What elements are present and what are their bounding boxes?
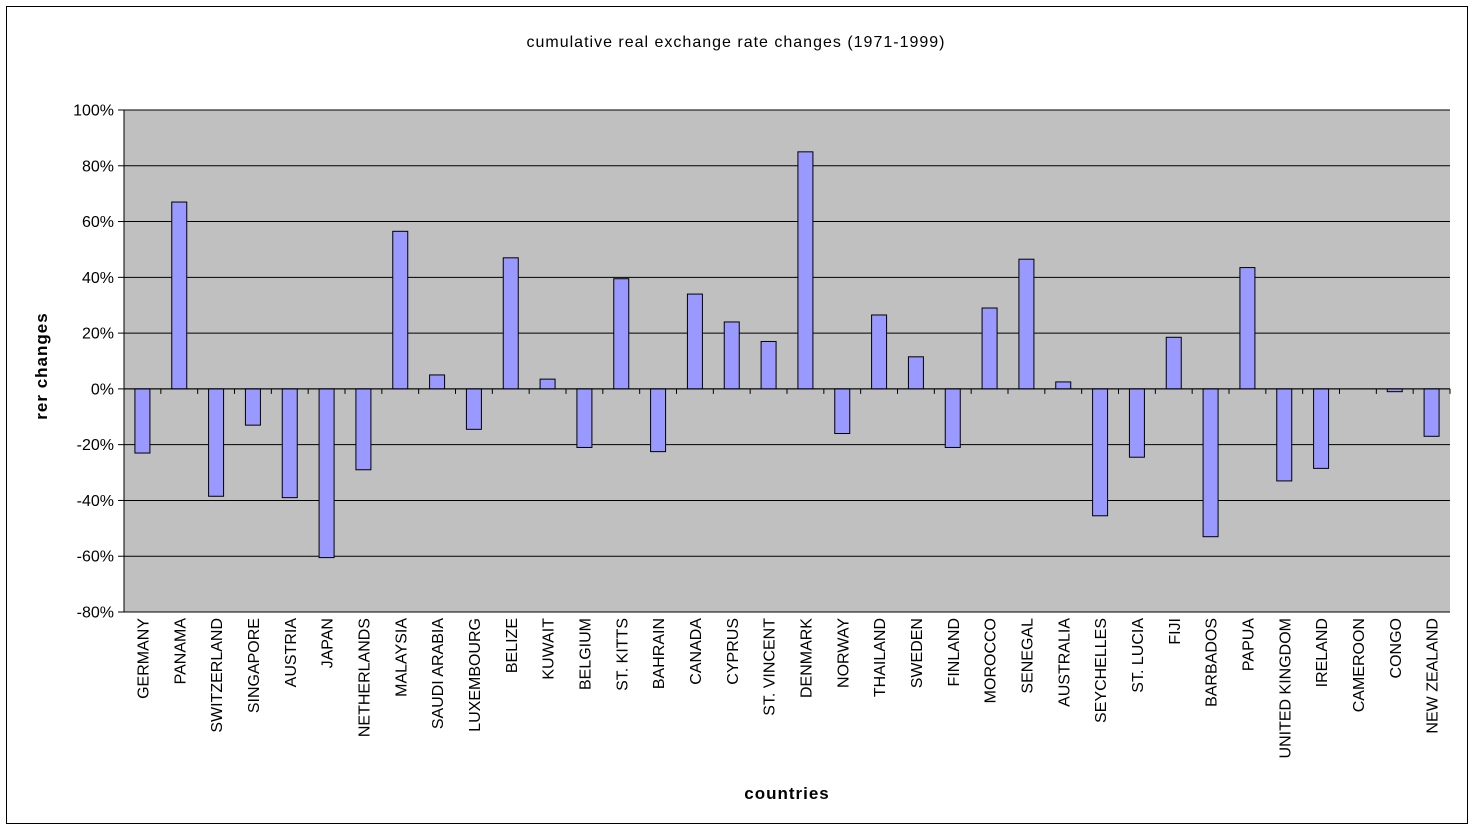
bar xyxy=(465,388,482,430)
bar xyxy=(1313,388,1330,469)
bar xyxy=(944,388,961,448)
x-tick-label: UNITED KINGDOM xyxy=(1277,618,1294,758)
bar xyxy=(834,388,851,435)
bar xyxy=(318,388,335,559)
x-tick-label: LUXEMBOURG xyxy=(467,618,484,732)
bar xyxy=(392,230,409,390)
bar xyxy=(723,321,740,390)
bar xyxy=(208,388,225,497)
y-tick-label: 0% xyxy=(91,381,114,398)
bar xyxy=(760,340,777,390)
bar xyxy=(134,388,151,454)
x-tick-label: SWEDEN xyxy=(909,618,926,688)
bar xyxy=(613,278,630,390)
chart-title: cumulative real exchange rate changes (1… xyxy=(526,34,945,51)
bar xyxy=(1165,336,1182,390)
x-tick-label: BARBADOS xyxy=(1204,618,1221,707)
bars xyxy=(134,151,1440,559)
bar xyxy=(1276,388,1293,482)
x-tick-label: THAILAND xyxy=(872,618,889,697)
x-tick-label: SINGAPORE xyxy=(246,618,263,713)
y-tick-label: -60% xyxy=(77,549,114,566)
bar xyxy=(576,388,593,448)
x-tick-label: NETHERLANDS xyxy=(356,618,373,737)
axes xyxy=(118,109,1451,613)
x-tick-label: AUSTRALIA xyxy=(1056,618,1073,707)
bar xyxy=(429,374,446,390)
x-axis-title: countries xyxy=(744,784,830,803)
x-tick-label: ST. LUCIA xyxy=(1130,618,1147,693)
bar xyxy=(650,388,667,453)
bar xyxy=(1239,267,1256,390)
x-tick-label: BELGIUM xyxy=(577,618,594,690)
bar xyxy=(539,378,556,390)
bar xyxy=(907,356,924,390)
x-tick-label: ST. VINCENT xyxy=(762,618,779,716)
bar xyxy=(1202,388,1219,538)
y-tick-label: 20% xyxy=(82,326,114,343)
bar xyxy=(244,388,261,426)
x-tick-label: NORWAY xyxy=(835,618,852,688)
bar xyxy=(686,293,703,390)
x-tick-label: FIJI xyxy=(1167,618,1184,645)
x-tick-label: CANADA xyxy=(688,618,705,685)
bar xyxy=(355,388,372,471)
bar xyxy=(1055,381,1072,390)
x-tick-label: SWITZERLAND xyxy=(209,618,226,733)
x-tick-label: NEW ZEALAND xyxy=(1425,618,1442,734)
x-tick-label: AUSTRIA xyxy=(283,618,300,688)
x-tick-labels: GERMANY PANAMA SWITZERLAND SINGAPORE AUSTRIA… xyxy=(135,618,1441,759)
x-tick-label: CAMEROON xyxy=(1351,618,1368,712)
y-tick-label: 60% xyxy=(82,214,114,231)
bar xyxy=(871,314,888,390)
bar xyxy=(1423,388,1440,437)
x-tick-label: CONGO xyxy=(1388,618,1405,678)
x-tick-label: DENMARK xyxy=(798,618,815,698)
y-tick-label: -80% xyxy=(77,605,114,622)
bar xyxy=(502,257,519,390)
x-tick-label: BAHRAIN xyxy=(651,618,668,689)
y-tick-label: 40% xyxy=(82,270,114,287)
y-tick-label: 100% xyxy=(73,103,114,120)
x-tick-label: JAPAN xyxy=(320,618,337,668)
x-tick-label: ST. KITTS xyxy=(614,618,631,691)
x-tick-label: PANAMA xyxy=(172,618,189,685)
x-tick-label: PAPUA xyxy=(1240,618,1257,671)
x-tick-label: MOROCCO xyxy=(983,618,1000,703)
y-tick-label: -40% xyxy=(77,493,114,510)
x-tick-label: SAUDI ARABIA xyxy=(430,618,447,729)
bar xyxy=(1128,388,1145,458)
x-tick-label: SENEGAL xyxy=(1019,618,1036,694)
bar xyxy=(1018,258,1035,390)
bar xyxy=(797,151,814,390)
bar xyxy=(171,201,188,390)
x-tick-label: BELIZE xyxy=(504,618,521,673)
y-tick-label: -20% xyxy=(77,437,114,454)
x-tick-label: FINLAND xyxy=(946,618,963,686)
bar xyxy=(981,307,998,390)
bar xyxy=(281,388,298,499)
y-tick-labels: 100% 80% 60% 40% 20% 0% -20% -40% -60% -80% xyxy=(73,103,114,622)
x-tick-label: SEYCHELLES xyxy=(1093,618,1110,723)
x-tick-label: GERMANY xyxy=(135,618,152,699)
x-tick-label: CYPRUS xyxy=(725,618,742,685)
plot-area xyxy=(124,110,1450,612)
x-tick-label: KUWAIT xyxy=(541,618,558,680)
x-tick-label: IRELAND xyxy=(1314,618,1331,687)
y-tick-label: 80% xyxy=(82,158,114,175)
x-tick-label: MALAYSIA xyxy=(393,618,410,697)
bar xyxy=(1092,388,1109,517)
y-axis-title: rer changes xyxy=(32,312,51,419)
